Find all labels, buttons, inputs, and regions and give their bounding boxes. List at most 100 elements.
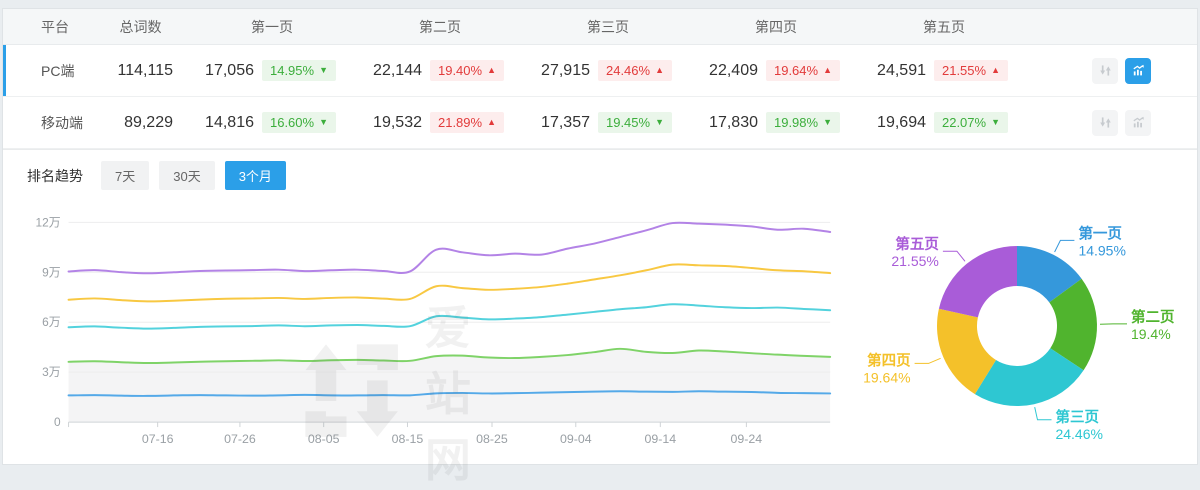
page2-cell: 22,144 19.40% ▲ (356, 60, 524, 81)
arrow-down-icon: ▼ (655, 118, 664, 127)
page1-count: 17,056 (205, 62, 254, 80)
col-header-total-words: 总词数 (93, 17, 188, 37)
x-axis-label: 09-04 (560, 432, 592, 446)
page2-count: 22,144 (373, 62, 422, 80)
donut-label-line (1035, 407, 1052, 420)
sort-button[interactable] (1092, 58, 1118, 84)
trend-badge: 24.46%▲ (598, 60, 672, 81)
x-axis-label: 08-05 (308, 432, 340, 446)
badge-percent: 14.95% (270, 63, 314, 78)
trend-header: 排名趋势 7天 30天 3个月 (3, 150, 1197, 196)
badge-percent: 19.40% (438, 63, 482, 78)
table-header-row: 平台 总词数 第一页 第二页 第三页 第四页 第五页 (3, 9, 1197, 45)
y-axis-label: 0 (54, 415, 61, 429)
arrow-down-icon: ▼ (319, 118, 328, 127)
page3-cell: 17,357 19.45% ▼ (524, 112, 692, 133)
y-axis-label: 3万 (42, 365, 61, 379)
tab-3-months[interactable]: 3个月 (225, 161, 286, 190)
badge-percent: 19.45% (606, 115, 650, 130)
page5-cell: 24,591 21.55%▲ (860, 60, 1028, 81)
page4-count: 17,830 (709, 114, 758, 132)
badge-percent: 19.98% (774, 115, 818, 130)
page3-count: 17,357 (541, 114, 590, 132)
col-header-page2: 第二页 (356, 17, 524, 37)
col-header-page5: 第五页 (860, 17, 1028, 37)
donut-label-name: 第二页 (1131, 308, 1175, 326)
rank-trend-line-chart: 爱站网 03万6万9万12万07-1607-2608-0508-1508-250… (13, 196, 851, 462)
badge-percent: 19.64% (774, 63, 818, 78)
page3-count: 27,915 (541, 62, 590, 80)
charts-row: 爱站网 03万6万9万12万07-1607-2608-0508-1508-250… (3, 196, 1197, 464)
platform-cell: 移动端 (3, 113, 93, 133)
col-header-platform: 平台 (3, 17, 93, 37)
trend-badge: 21.55%▲ (934, 60, 1008, 81)
arrow-up-icon: ▲ (823, 66, 832, 75)
arrow-up-icon: ▲ (487, 66, 496, 75)
arrow-down-icon: ▼ (991, 118, 1000, 127)
line-series-第三页 (69, 304, 831, 328)
badge-percent: 21.55% (942, 63, 986, 78)
total-words-cell: 114,115 (93, 62, 188, 80)
page5-count: 19,694 (877, 114, 926, 132)
page5-count: 24,591 (877, 62, 926, 80)
page1-cell: 14,816 16.60%▼ (188, 112, 356, 133)
x-axis-label: 08-25 (476, 432, 508, 446)
trend-badge: 16.60%▼ (262, 112, 336, 133)
donut-label-name: 第五页 (895, 235, 939, 253)
total-words-cell: 89,229 (93, 114, 188, 132)
page1-cell: 17,056 14.95% ▼ (188, 60, 356, 81)
line-series-第四页 (69, 264, 831, 301)
donut-chart-svg: 第一页14.95%第二页19.4%第三页24.46%第四页19.64%第五页21… (851, 196, 1191, 454)
arrow-up-icon: ▲ (655, 66, 664, 75)
sort-icon (1098, 115, 1113, 130)
badge-percent: 21.89% (438, 115, 482, 130)
donut-label-line (915, 358, 941, 363)
page1-count: 14,816 (205, 114, 254, 132)
donut-label-percent: 14.95% (1078, 242, 1125, 258)
arrow-down-icon: ▼ (823, 118, 832, 127)
area-fill-series-3 (69, 349, 831, 422)
donut-label-line (1055, 240, 1075, 252)
sort-button[interactable] (1092, 110, 1118, 136)
donut-label-name: 第一页 (1078, 224, 1122, 242)
x-axis-label: 08-15 (392, 432, 424, 446)
x-axis-label: 09-14 (644, 432, 676, 446)
page3-cell: 27,915 24.46%▲ (524, 60, 692, 81)
row-actions (1028, 110, 1197, 136)
page4-cell: 22,409 19.64% ▲ (692, 60, 860, 81)
y-axis-label: 9万 (42, 265, 61, 279)
donut-label-percent: 24.46% (1055, 426, 1102, 442)
x-axis-label: 09-24 (731, 432, 763, 446)
donut-label-name: 第三页 (1055, 408, 1099, 426)
platform-cell: PC端 (3, 61, 93, 81)
page5-cell: 19,694 22.07% ▼ (860, 112, 1028, 133)
chart-toggle-button[interactable] (1125, 110, 1151, 136)
tab-30-days[interactable]: 30天 (159, 161, 214, 190)
sort-icon (1098, 63, 1113, 78)
rank-trend-section: 排名趋势 7天 30天 3个月 爱站网 03万6万9万12万07-1607-26… (3, 149, 1197, 464)
arrow-up-icon: ▲ (487, 118, 496, 127)
col-header-page4: 第四页 (692, 17, 860, 37)
tab-7-days[interactable]: 7天 (101, 161, 149, 190)
donut-slice-第五页[interactable] (939, 246, 1017, 317)
donut-label-percent: 21.55% (891, 253, 938, 269)
arrow-down-icon: ▼ (319, 66, 328, 75)
trend-badge: 19.40% ▲ (430, 60, 504, 81)
chart-toggle-button[interactable] (1125, 58, 1151, 84)
trend-badge: 19.64% ▲ (766, 60, 840, 81)
trend-chart-icon (1131, 115, 1146, 130)
trend-badge: 19.98% ▼ (766, 112, 840, 133)
trend-badge: 22.07% ▼ (934, 112, 1008, 133)
page4-count: 22,409 (709, 62, 758, 80)
badge-percent: 22.07% (942, 115, 986, 130)
trend-badge: 14.95% ▼ (262, 60, 336, 81)
donut-label-percent: 19.4% (1131, 326, 1171, 342)
donut-label-line (943, 251, 965, 261)
trend-chart-icon (1131, 63, 1146, 78)
